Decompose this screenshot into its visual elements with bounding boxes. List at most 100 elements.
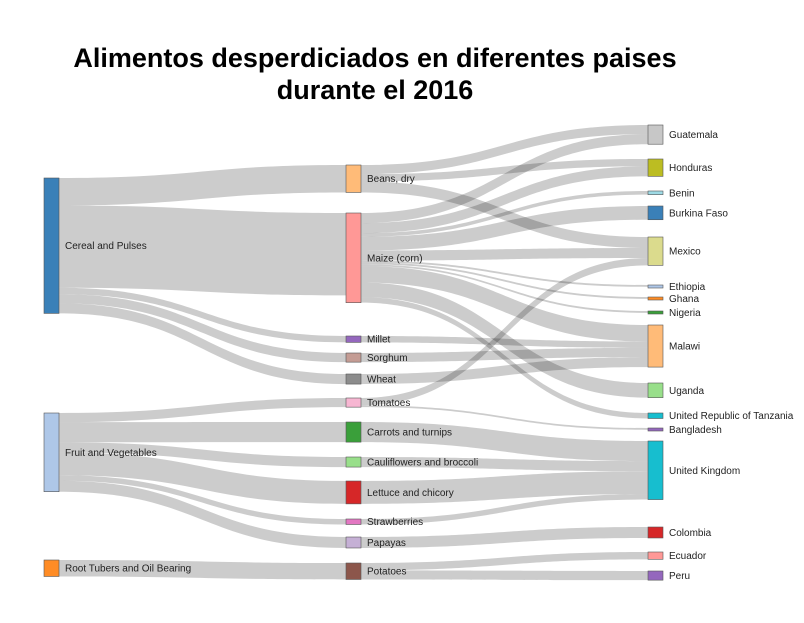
node-fruitveg[interactable]	[43, 412, 60, 492]
node-label-mexico: Mexico	[669, 247, 701, 258]
node-mexico[interactable]	[647, 236, 664, 266]
link-beans-guatemala[interactable]	[361, 125, 648, 175]
chart-title-line1: Alimentos desperdiciados en diferentes p…	[73, 43, 677, 73]
link-cereal-sorghum[interactable]	[59, 294, 346, 363]
node-label-wheat: Wheat	[367, 375, 396, 386]
node-malawi[interactable]	[647, 324, 664, 368]
node-label-malawi: Malawi	[669, 342, 700, 353]
link-maize-mexico[interactable]	[361, 247, 648, 261]
link-fruitveg-carrots[interactable]	[59, 422, 346, 443]
link-straw-uk[interactable]	[361, 494, 648, 525]
node-label-potatoes: Potatoes	[367, 567, 406, 578]
node-papayas[interactable]	[345, 536, 362, 549]
node-label-tanzania: United Republic of Tanzania	[669, 411, 794, 422]
node-label-guatemala: Guatemala	[669, 130, 718, 141]
link-cereal-beans[interactable]	[59, 165, 346, 206]
link-beans-mexico[interactable]	[361, 181, 648, 248]
node-peru[interactable]	[647, 570, 664, 581]
link-papayas-colombia[interactable]	[361, 527, 648, 548]
node-wheat[interactable]	[345, 373, 362, 385]
chart-title-line2: durante el 2016	[276, 75, 474, 105]
link-tomatoes-bangladesh[interactable]	[361, 405, 648, 430]
link-lettuce-uk[interactable]	[361, 471, 648, 504]
node-label-uganda: Uganda	[669, 386, 704, 397]
node-ecuador[interactable]	[647, 551, 664, 560]
node-uganda[interactable]	[647, 382, 664, 398]
link-maize-nigeria[interactable]	[361, 264, 648, 313]
node-label-cereal: Cereal and Pulses	[65, 241, 147, 252]
link-maize-benin[interactable]	[361, 191, 648, 237]
node-burkina[interactable]	[647, 205, 664, 221]
link-fruitveg-straw[interactable]	[59, 475, 346, 525]
link-beans-honduras[interactable]	[361, 159, 648, 182]
link-maize-guatemala[interactable]	[361, 134, 648, 224]
node-label-maize: Maize (corn)	[367, 253, 423, 264]
node-label-sorghum: Sorghum	[367, 353, 408, 364]
link-tomatoes-mexico[interactable]	[361, 258, 648, 406]
node-cereal[interactable]	[43, 177, 60, 314]
link-maize-tanzania[interactable]	[361, 297, 648, 419]
link-cereal-millet[interactable]	[59, 287, 346, 343]
nodes-layer	[43, 124, 664, 581]
node-label-ecuador: Ecuador	[669, 551, 707, 562]
node-colombia[interactable]	[647, 526, 664, 539]
link-maize-honduras[interactable]	[361, 166, 648, 234]
node-label-colombia: Colombia	[669, 528, 712, 539]
node-nigeria[interactable]	[647, 310, 664, 315]
node-tomatoes[interactable]	[345, 397, 362, 408]
node-cauli[interactable]	[345, 456, 362, 468]
node-ethiopia[interactable]	[647, 284, 664, 289]
node-label-fruitveg: Fruit and Vegetables	[65, 448, 157, 459]
node-sorghum[interactable]	[345, 352, 362, 363]
link-fruitveg-papayas[interactable]	[59, 480, 346, 548]
link-wheat-malawi[interactable]	[361, 357, 648, 385]
link-maize-ghana[interactable]	[361, 262, 648, 299]
node-label-roots: Root Tubers and Oil Bearing	[65, 564, 191, 575]
node-label-honduras: Honduras	[669, 163, 712, 174]
node-millet[interactable]	[345, 335, 362, 343]
node-roots[interactable]	[43, 559, 60, 577]
node-label-millet: Millet	[367, 335, 391, 346]
link-fruitveg-cauli[interactable]	[59, 442, 346, 468]
node-label-burkina: Burkina Faso	[669, 208, 728, 219]
link-maize-uganda[interactable]	[361, 282, 648, 398]
link-cereal-wheat[interactable]	[59, 303, 346, 385]
link-potatoes-ecuador[interactable]	[361, 552, 648, 571]
node-lettuce[interactable]	[345, 480, 362, 505]
node-honduras[interactable]	[647, 158, 664, 177]
node-label-ethiopia: Ethiopia	[669, 282, 706, 293]
link-millet-malawi[interactable]	[361, 336, 648, 348]
node-ghana[interactable]	[647, 296, 664, 301]
node-bangladesh[interactable]	[647, 427, 664, 432]
node-benin[interactable]	[647, 190, 664, 195]
node-potatoes[interactable]	[345, 562, 362, 580]
node-label-carrots: Carrots and turnips	[367, 428, 452, 439]
node-label-uk: United Kingdom	[669, 466, 740, 477]
node-label-benin: Benin	[669, 188, 695, 199]
link-roots-potatoes[interactable]	[59, 560, 346, 580]
node-label-beans: Beans, dry	[367, 174, 415, 185]
node-label-tomatoes: Tomatoes	[367, 398, 410, 409]
link-potatoes-peru[interactable]	[361, 570, 648, 581]
node-guatemala[interactable]	[647, 124, 664, 145]
node-beans[interactable]	[345, 164, 362, 193]
link-fruitveg-tomatoes[interactable]	[59, 398, 346, 423]
node-carrots[interactable]	[345, 421, 362, 443]
link-cereal-maize[interactable]	[59, 205, 346, 296]
node-label-straw: Strawberries	[367, 517, 423, 528]
labels-layer: Cereal and Pulses Fruit and Vegetables Roo…	[65, 130, 794, 582]
node-maize[interactable]	[345, 212, 362, 303]
node-label-peru: Peru	[669, 571, 690, 582]
link-maize-burkina[interactable]	[361, 206, 648, 251]
node-straw[interactable]	[345, 518, 362, 525]
link-carrots-uk[interactable]	[361, 422, 648, 462]
link-cauli-uk[interactable]	[361, 457, 648, 472]
link-fruitveg-lettuce[interactable]	[59, 452, 346, 504]
node-uk[interactable]	[647, 440, 664, 500]
link-sorghum-malawi[interactable]	[361, 347, 648, 363]
node-label-papayas: Papayas	[367, 538, 406, 549]
node-tanzania[interactable]	[647, 412, 664, 419]
node-label-bangladesh: Bangladesh	[669, 425, 722, 436]
link-maize-malawi[interactable]	[361, 266, 648, 342]
link-maize-ethiopia[interactable]	[361, 260, 648, 287]
